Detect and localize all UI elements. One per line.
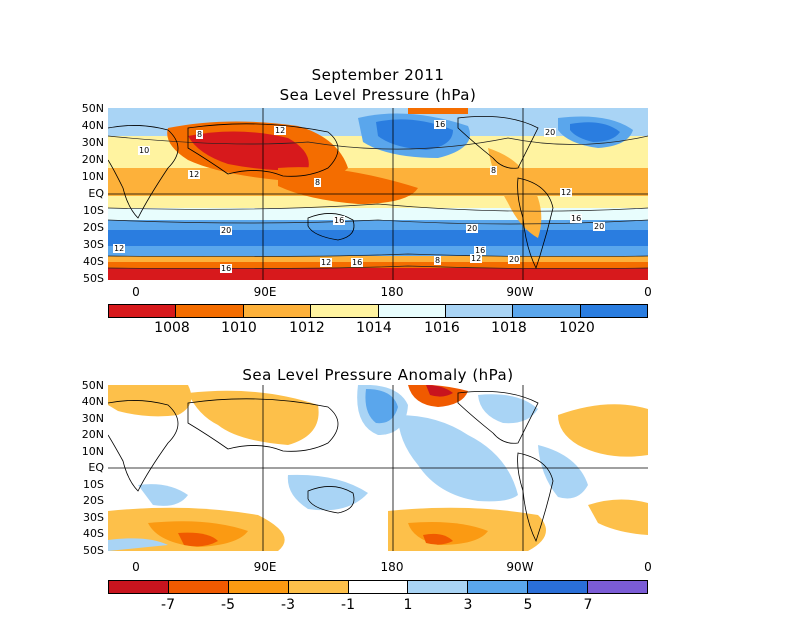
top-lat-label: 30S (83, 238, 104, 251)
contour-label: 8 (196, 130, 204, 139)
bottom-colorbar-swatch (168, 581, 229, 593)
contour-label: 8 (490, 166, 498, 175)
bottom-lat-label: EQ (88, 461, 104, 474)
top-lat-label: 30N (81, 136, 104, 149)
contour-label: 16 (434, 120, 447, 129)
top-lat-label: 50S (83, 272, 104, 285)
top-colorbar-swatch (243, 305, 312, 317)
contour-label: 16 (570, 214, 583, 223)
contour-label: 20 (220, 226, 233, 235)
bottom-lon-label: 0 (132, 560, 140, 574)
top-colorbar-swatch (378, 305, 446, 317)
top-colorbar-swatch (580, 305, 647, 317)
top-lat-label: 40N (81, 119, 104, 132)
bottom-lat-label: 20S (83, 494, 104, 507)
contour-label: 12 (560, 188, 573, 197)
top-lat-label: 40S (83, 255, 104, 268)
top-lat-label: EQ (88, 187, 104, 200)
bottom-lon-label: 90E (253, 560, 277, 574)
top-lat-label: 10N (81, 170, 104, 183)
top-colorbar-swatch (311, 305, 379, 317)
bottom-lat-label: 50S (83, 544, 104, 557)
top-title-line1: September 2011 (311, 66, 445, 84)
contour-label: 8 (314, 178, 322, 187)
top-colorbar-swatch (445, 305, 514, 317)
top-colorbar-label: 1010 (221, 320, 257, 336)
contour-label: 20 (466, 224, 479, 233)
bottom-lat-label: 30N (81, 412, 104, 425)
contour-label: 12 (188, 170, 201, 179)
bottom-colorbar-swatch (348, 581, 409, 593)
bottom-colorbar-label: 1 (403, 597, 413, 613)
bottom-colorbar-swatch (109, 581, 169, 593)
contour-label: 12 (470, 254, 483, 263)
top-colorbar-label: 1014 (356, 320, 392, 336)
contour-label: 20 (508, 255, 521, 264)
top-lon-label: 90W (506, 285, 534, 299)
contour-label: 10 (138, 146, 151, 155)
bottom-lat-label: 40N (81, 395, 104, 408)
top-lon-label: 90E (253, 285, 277, 299)
contour-label: 12 (274, 126, 287, 135)
bottom-lat-label: 50N (81, 379, 104, 392)
contour-label: 8 (434, 256, 442, 265)
contour-label: 20 (593, 222, 606, 231)
bottom-map (108, 385, 648, 551)
bottom-lat-label: 10N (81, 445, 104, 458)
top-colorbar-label: 1012 (289, 320, 325, 336)
bottom-colorbar-label: -7 (161, 597, 175, 613)
contour-label: 12 (320, 258, 333, 267)
contour-label: 16 (333, 216, 346, 225)
bottom-lat-label: 40S (83, 527, 104, 540)
bottom-lon-label: 90W (506, 560, 534, 574)
bottom-colorbar-label: -3 (281, 597, 295, 613)
top-colorbar-label: 1016 (424, 320, 460, 336)
bottom-colorbar-label: 5 (523, 597, 533, 613)
top-colorbar (108, 304, 648, 318)
bottom-lon-label: 180 (380, 560, 404, 574)
bottom-lat-label: 20N (81, 428, 104, 441)
top-lon-label: 180 (380, 285, 404, 299)
bottom-colorbar-swatch (408, 581, 469, 593)
top-lat-label: 50N (81, 102, 104, 115)
top-colorbar-label: 1018 (491, 320, 527, 336)
bottom-title: Sea Level Pressure Anomaly (hPa) (242, 366, 514, 384)
bottom-colorbar-swatch (468, 581, 529, 593)
bottom-colorbar-swatch (528, 581, 589, 593)
top-colorbar-swatch (513, 305, 581, 317)
contour-label: 16 (474, 246, 487, 255)
top-lat-label: 20N (81, 153, 104, 166)
top-lat-label: 10S (83, 204, 104, 217)
bottom-colorbar-swatch (588, 581, 648, 593)
contour-label: 20 (544, 128, 557, 137)
top-lon-label: 0 (132, 285, 140, 299)
top-colorbar-swatch (109, 305, 177, 317)
bottom-colorbar (108, 580, 648, 594)
top-lon-label: 0 (644, 285, 652, 299)
bottom-colorbar-label: -5 (221, 597, 235, 613)
bottom-colorbar-label: 3 (463, 597, 473, 613)
contour-label: 12 (113, 244, 126, 253)
bottom-colorbar-label: 7 (583, 597, 593, 613)
contour-label: 16 (220, 264, 233, 273)
bottom-colorbar-swatch (228, 581, 289, 593)
top-lat-label: 20S (83, 221, 104, 234)
top-colorbar-swatch (176, 305, 244, 317)
top-colorbar-label: 1020 (559, 320, 595, 336)
bottom-colorbar-label: -1 (341, 597, 355, 613)
top-colorbar-label: 1008 (154, 320, 190, 336)
bottom-lat-label: 30S (83, 511, 104, 524)
contour-label: 16 (351, 258, 364, 267)
bottom-lon-label: 0 (644, 560, 652, 574)
top-title-line2: Sea Level Pressure (hPa) (279, 86, 477, 104)
bottom-lat-label: 10S (83, 478, 104, 491)
bottom-colorbar-swatch (288, 581, 349, 593)
